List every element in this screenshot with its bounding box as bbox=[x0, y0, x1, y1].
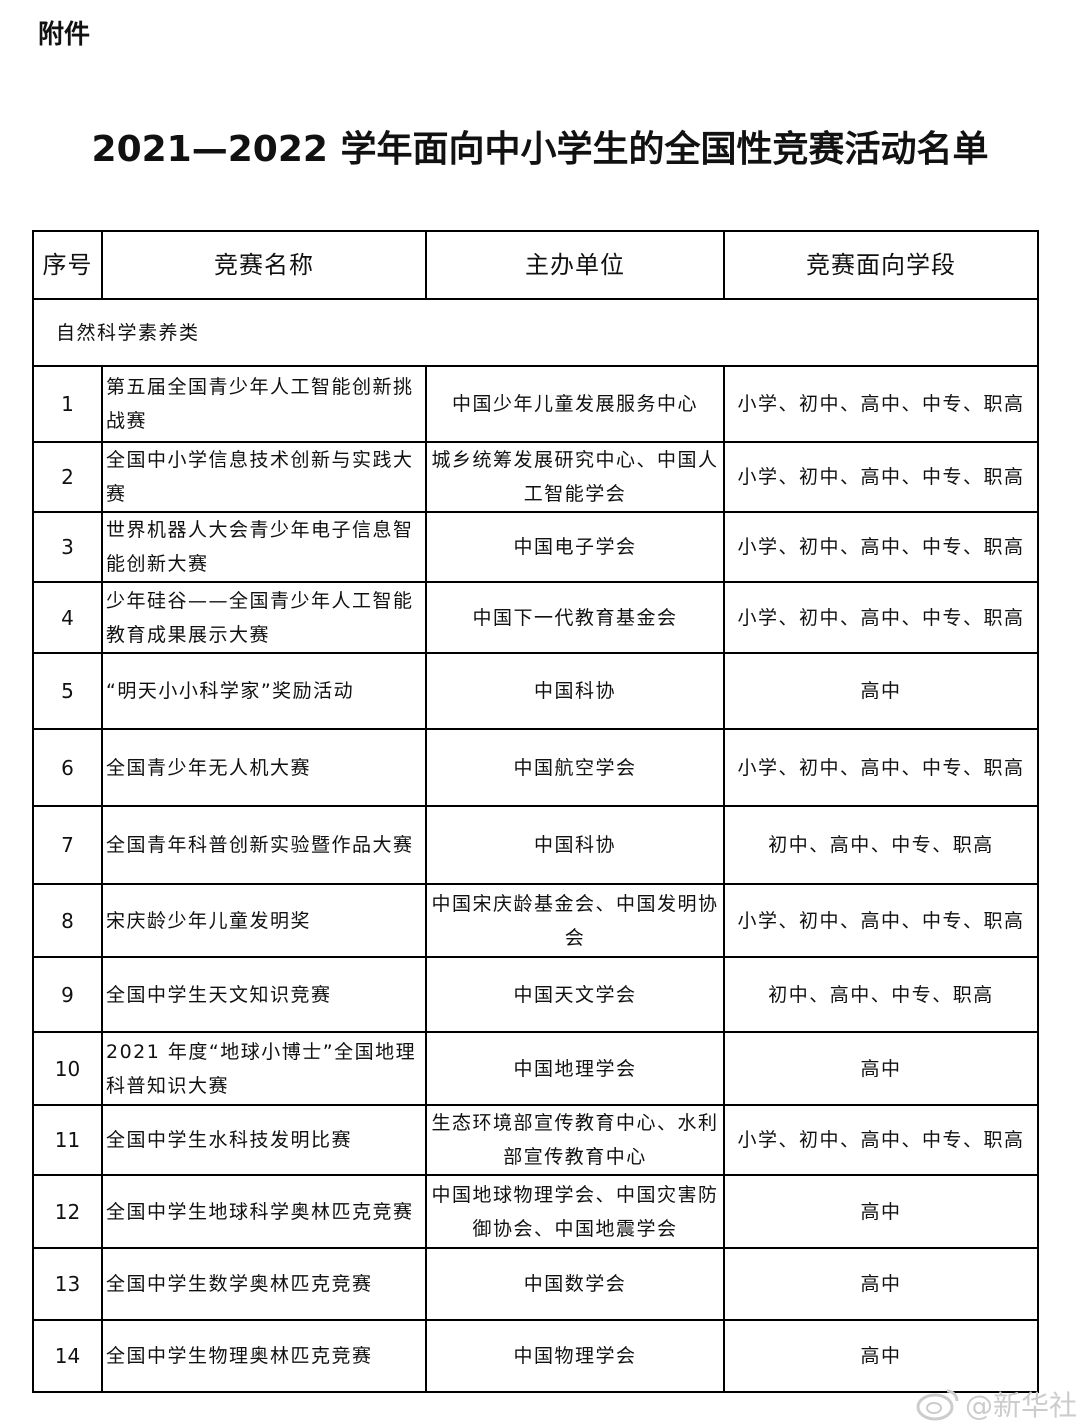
organizer: 中国天文学会 bbox=[425, 956, 725, 1033]
competition-name: 全国中学生水科技发明比赛 bbox=[101, 1104, 427, 1176]
competition-name: 全国中学生天文知识竞赛 bbox=[101, 956, 427, 1033]
row-number: 11 bbox=[32, 1104, 103, 1176]
competition-table: 序号 竞赛名称 主办单位 竞赛面向学段 自然科学素养类 1 第五届全国青少年人工智… bbox=[32, 230, 1039, 1393]
table-row: 9 全国中学生天文知识竞赛 中国天文学会 初中、高中、中专、职高 bbox=[32, 956, 1039, 1033]
competition-name: 全国青年科普创新实验暨作品大赛 bbox=[101, 805, 427, 885]
school-stages: 高中 bbox=[723, 1319, 1039, 1393]
table-row: 1 第五届全国青少年人工智能创新挑战赛 中国少年儿童发展服务中心 小学、初中、高中、中… bbox=[32, 365, 1039, 443]
row-number: 5 bbox=[32, 652, 103, 730]
table-row: 5 “明天小小科学家”奖励活动 中国科协 高中 bbox=[32, 652, 1039, 730]
organizer: 中国地理学会 bbox=[425, 1031, 725, 1106]
table-row: 6 全国青少年无人机大赛 中国航空学会 小学、初中、高中、中专、职高 bbox=[32, 728, 1039, 807]
table-row: 14 全国中学生物理奥林匹克竞赛 中国物理学会 高中 bbox=[32, 1319, 1039, 1393]
school-stages: 小学、初中、高中、中专、职高 bbox=[723, 728, 1039, 807]
organizer: 中国物理学会 bbox=[425, 1319, 725, 1393]
competition-name: 全国中学生数学奥林匹克竞赛 bbox=[101, 1247, 427, 1321]
organizer: 中国航空学会 bbox=[425, 728, 725, 807]
organizer: 生态环境部宣传教育中心、水利部宣传教育中心 bbox=[425, 1104, 725, 1176]
school-stages: 小学、初中、高中、中专、职高 bbox=[723, 883, 1039, 958]
table-row: 2 全国中小学信息技术创新与实践大赛 城乡统筹发展研究中心、中国人工智能学会 小学、初… bbox=[32, 441, 1039, 513]
row-number: 14 bbox=[32, 1319, 103, 1393]
attachment-label: 附件 bbox=[38, 20, 91, 50]
table-row: 12 全国中学生地球科学奥林匹克竞赛 中国地球物理学会、中国灾害防御协会、中国地震学… bbox=[32, 1174, 1039, 1249]
organizer: 中国科协 bbox=[425, 805, 725, 885]
category-label: 自然科学素养类 bbox=[32, 298, 1039, 367]
organizer: 城乡统筹发展研究中心、中国人工智能学会 bbox=[425, 441, 725, 513]
page-title: 2021—2022 学年面向中小学生的全国性竞赛活动名单 bbox=[91, 129, 989, 170]
category-row: 自然科学素养类 bbox=[32, 298, 1039, 367]
row-number: 3 bbox=[32, 511, 103, 583]
school-stages: 初中、高中、中专、职高 bbox=[723, 956, 1039, 1033]
row-number: 6 bbox=[32, 728, 103, 807]
school-stages: 小学、初中、高中、中专、职高 bbox=[723, 511, 1039, 583]
row-number: 1 bbox=[32, 365, 103, 443]
table-row: 13 全国中学生数学奥林匹克竞赛 中国数学会 高中 bbox=[32, 1247, 1039, 1321]
table-row: 10 2021 年度“地球小博士”全国地理科普知识大赛 中国地理学会 高中 bbox=[32, 1031, 1039, 1106]
header-name: 竞赛名称 bbox=[101, 230, 427, 300]
row-number: 2 bbox=[32, 441, 103, 513]
school-stages: 小学、初中、高中、中专、职高 bbox=[723, 1104, 1039, 1176]
school-stages: 初中、高中、中专、职高 bbox=[723, 805, 1039, 885]
competition-name: 全国青少年无人机大赛 bbox=[101, 728, 427, 807]
watermark: @新华社 bbox=[915, 1384, 1077, 1424]
table-header: 序号 竞赛名称 主办单位 竞赛面向学段 bbox=[32, 230, 1039, 300]
competition-name: 全国中小学信息技术创新与实践大赛 bbox=[101, 441, 427, 513]
row-number: 4 bbox=[32, 581, 103, 654]
school-stages: 高中 bbox=[723, 1174, 1039, 1249]
organizer: 中国地球物理学会、中国灾害防御协会、中国地震学会 bbox=[425, 1174, 725, 1249]
row-number: 9 bbox=[32, 956, 103, 1033]
organizer: 中国电子学会 bbox=[425, 511, 725, 583]
school-stages: 高中 bbox=[723, 652, 1039, 730]
organizer: 中国数学会 bbox=[425, 1247, 725, 1321]
competition-name: 第五届全国青少年人工智能创新挑战赛 bbox=[101, 365, 427, 443]
organizer: 中国下一代教育基金会 bbox=[425, 581, 725, 654]
organizer: 中国少年儿童发展服务中心 bbox=[425, 365, 725, 443]
school-stages: 高中 bbox=[723, 1247, 1039, 1321]
competition-name: 宋庆龄少年儿童发明奖 bbox=[101, 883, 427, 958]
competition-name: 全国中学生物理奥林匹克竞赛 bbox=[101, 1319, 427, 1393]
competition-name: 世界机器人大会青少年电子信息智能创新大赛 bbox=[101, 511, 427, 583]
weibo-icon bbox=[916, 1389, 959, 1421]
header-organizer: 主办单位 bbox=[425, 230, 725, 300]
organizer: 中国科协 bbox=[425, 652, 725, 730]
table-row: 11 全国中学生水科技发明比赛 生态环境部宣传教育中心、水利部宣传教育中心 小学、初中… bbox=[32, 1104, 1039, 1176]
school-stages: 小学、初中、高中、中专、职高 bbox=[723, 441, 1039, 513]
row-number: 12 bbox=[32, 1174, 103, 1249]
row-number: 7 bbox=[32, 805, 103, 885]
header-stages: 竞赛面向学段 bbox=[723, 230, 1039, 300]
competition-name: “明天小小科学家”奖励活动 bbox=[101, 652, 427, 730]
competition-name: 2021 年度“地球小博士”全国地理科普知识大赛 bbox=[101, 1031, 427, 1106]
table-row: 8 宋庆龄少年儿童发明奖 中国宋庆龄基金会、中国发明协会 小学、初中、高中、中专、职高 bbox=[32, 883, 1039, 958]
watermark-text: @新华社 bbox=[965, 1389, 1078, 1422]
organizer: 中国宋庆龄基金会、中国发明协会 bbox=[425, 883, 725, 958]
row-number: 13 bbox=[32, 1247, 103, 1321]
school-stages: 小学、初中、高中、中专、职高 bbox=[723, 365, 1039, 443]
school-stages: 小学、初中、高中、中专、职高 bbox=[723, 581, 1039, 654]
table-row: 3 世界机器人大会青少年电子信息智能创新大赛 中国电子学会 小学、初中、高中、中专、职… bbox=[32, 511, 1039, 583]
table-row: 7 全国青年科普创新实验暨作品大赛 中国科协 初中、高中、中专、职高 bbox=[32, 805, 1039, 885]
school-stages: 高中 bbox=[723, 1031, 1039, 1106]
competition-name: 少年硅谷——全国青少年人工智能教育成果展示大赛 bbox=[101, 581, 427, 654]
competition-name: 全国中学生地球科学奥林匹克竞赛 bbox=[101, 1174, 427, 1249]
row-number: 10 bbox=[32, 1031, 103, 1106]
table-row: 4 少年硅谷——全国青少年人工智能教育成果展示大赛 中国下一代教育基金会 小学、初中、… bbox=[32, 581, 1039, 654]
row-number: 8 bbox=[32, 883, 103, 958]
header-no: 序号 bbox=[32, 230, 103, 300]
